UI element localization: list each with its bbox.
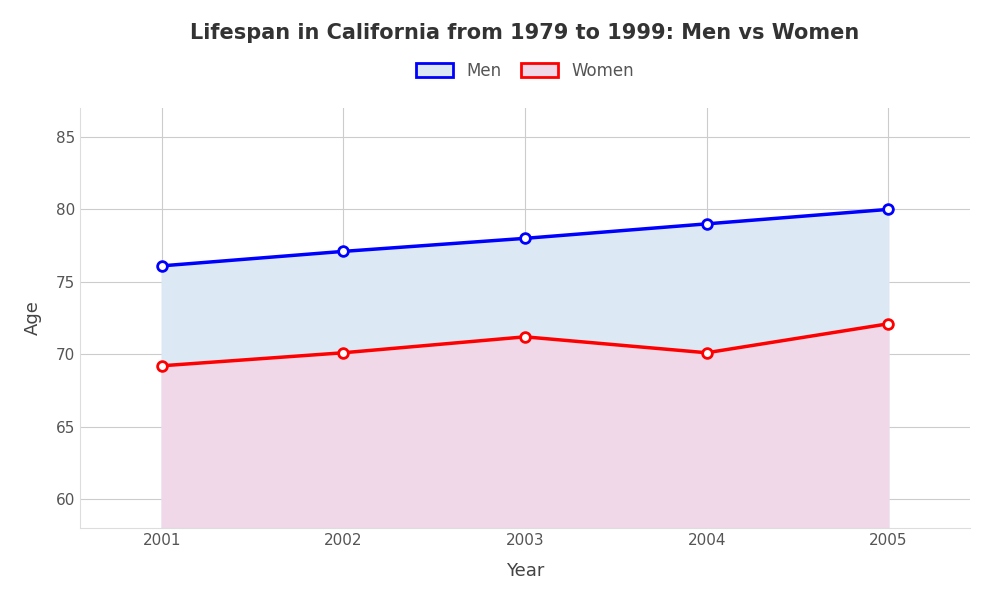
- X-axis label: Year: Year: [506, 562, 544, 580]
- Title: Lifespan in California from 1979 to 1999: Men vs Women: Lifespan in California from 1979 to 1999…: [190, 23, 860, 43]
- Y-axis label: Age: Age: [24, 301, 42, 335]
- Legend: Men, Women: Men, Women: [416, 62, 634, 80]
